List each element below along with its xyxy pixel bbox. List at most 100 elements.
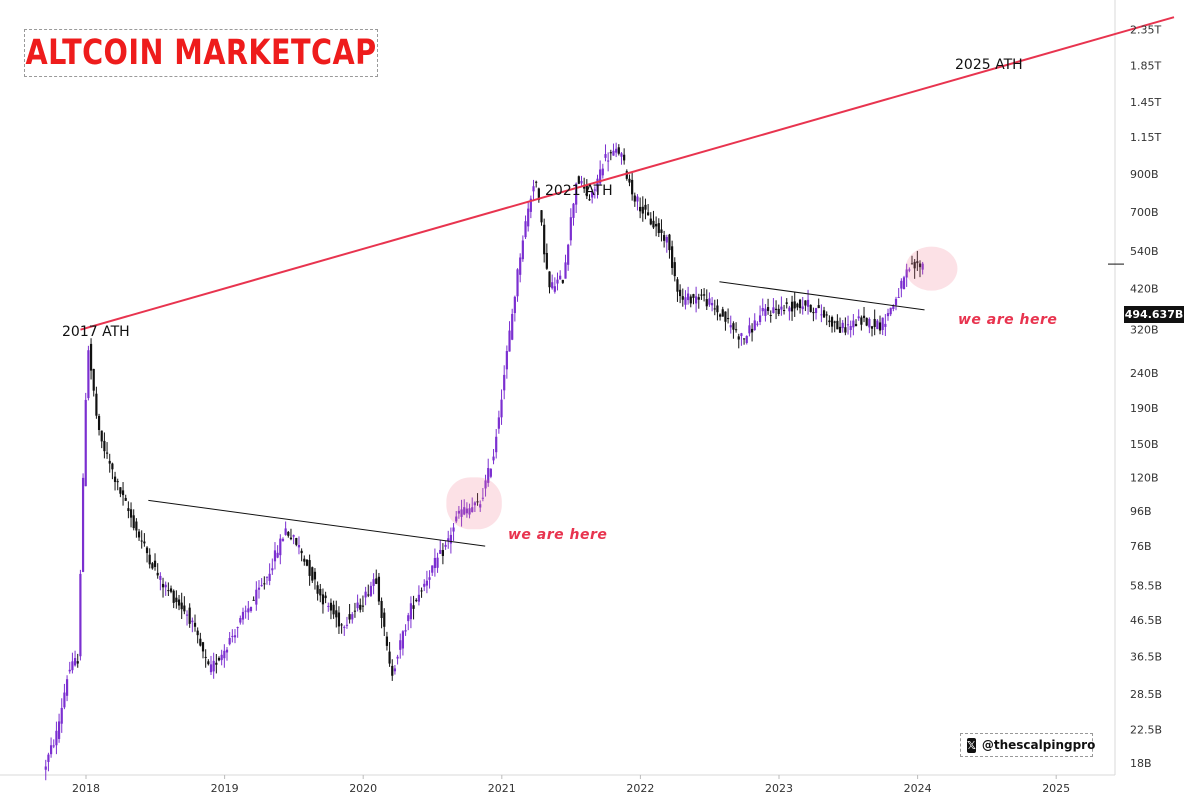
candle-body	[95, 393, 98, 416]
candle-body	[87, 350, 90, 399]
candle-body	[756, 323, 759, 325]
candle-body	[838, 326, 842, 333]
candle-body	[865, 317, 868, 326]
candle-body	[455, 516, 458, 522]
candle-body	[524, 221, 527, 238]
candle-body	[236, 627, 239, 629]
candle-body	[57, 721, 61, 739]
candle-body	[900, 280, 903, 289]
candle-body	[407, 615, 410, 622]
chart-title-box: ALTCOIN MARKETCAP	[24, 29, 378, 77]
candle-body	[591, 191, 594, 198]
candle-body	[185, 614, 189, 616]
candle-body	[44, 766, 47, 770]
candle-body	[764, 308, 767, 316]
candle-body	[428, 577, 431, 580]
candle-body	[593, 189, 596, 191]
candle-body	[321, 594, 325, 605]
x-tick-label: 2018	[72, 782, 100, 795]
candle-body	[521, 240, 524, 260]
candle-body	[367, 594, 370, 596]
candle-body	[444, 544, 447, 547]
candle-body	[191, 620, 194, 623]
candle-body	[252, 599, 255, 601]
candle-body	[825, 314, 828, 316]
candle-body	[73, 658, 77, 666]
candle-body	[111, 463, 114, 470]
candle-body	[745, 336, 748, 343]
candle-body	[124, 497, 127, 501]
candle-body	[105, 452, 109, 454]
candle-body	[103, 440, 106, 452]
candle-body	[665, 236, 668, 243]
candle-body	[273, 550, 277, 562]
candle-body	[97, 415, 101, 431]
candle-body	[268, 573, 271, 581]
candle-body	[655, 223, 658, 227]
candle-body	[332, 604, 335, 615]
candle-body	[881, 317, 884, 331]
candle-body	[615, 148, 618, 153]
candle-body	[740, 333, 743, 337]
candle-body	[108, 460, 111, 464]
candle-body	[76, 661, 79, 664]
candle-body	[399, 640, 402, 650]
x-tick-label: 2023	[765, 782, 793, 795]
candle-body	[668, 234, 671, 251]
candle-body	[886, 313, 890, 317]
candle-body	[148, 554, 151, 565]
candle-body	[380, 600, 383, 618]
candle-body	[121, 490, 125, 496]
candle-body	[726, 318, 730, 320]
candle-body	[905, 269, 908, 278]
x-tick-label: 2021	[488, 782, 516, 795]
candle-body	[431, 565, 434, 573]
candle-body	[772, 307, 775, 314]
candle-body	[281, 538, 285, 541]
price-axis: 18B 22.5B 28.5B 36.5B 46.5B 58.5B 76B 96B 120B 15…	[1130, 23, 1162, 770]
candle-body	[241, 611, 245, 620]
candle-body	[567, 244, 570, 265]
candle-body	[303, 558, 306, 562]
candle-body	[569, 217, 572, 241]
candle-body	[873, 318, 876, 327]
candle-body	[311, 567, 314, 581]
candle-body	[209, 664, 213, 673]
candle-body	[687, 293, 690, 301]
candle-body	[417, 594, 421, 602]
candle-body	[559, 275, 562, 280]
candle-body	[71, 661, 74, 671]
candle-body	[47, 754, 50, 762]
candle-body	[385, 636, 389, 646]
candle-body	[718, 314, 722, 317]
candle-body	[854, 323, 858, 327]
resistance-trendline	[719, 281, 925, 311]
candle-body	[260, 585, 263, 587]
candle-body	[793, 301, 796, 309]
candle-body	[561, 279, 564, 283]
candle-body	[857, 316, 860, 319]
candle-body	[806, 299, 810, 307]
candle-body	[324, 595, 327, 599]
annotation-we-are-here-2020: we are here	[508, 527, 608, 543]
candle-body	[305, 559, 309, 566]
candle-body	[516, 269, 519, 297]
candle-body	[679, 289, 682, 297]
candle-body	[65, 679, 69, 696]
candle-body	[52, 745, 55, 747]
candle-body	[500, 399, 503, 418]
candle-body	[343, 626, 346, 628]
candle-body	[700, 294, 703, 296]
candle-body	[361, 605, 365, 607]
candle-body	[345, 624, 349, 626]
candle-body	[844, 327, 847, 333]
annotation-2017-ath: 2017 ATH	[62, 324, 130, 340]
ath-trendline	[80, 16, 1175, 331]
candle-body	[377, 576, 381, 602]
candle-body	[692, 294, 695, 298]
candle-body	[129, 509, 133, 518]
candle-body	[319, 588, 322, 596]
candle-body	[623, 154, 626, 161]
candle-body	[247, 608, 250, 613]
